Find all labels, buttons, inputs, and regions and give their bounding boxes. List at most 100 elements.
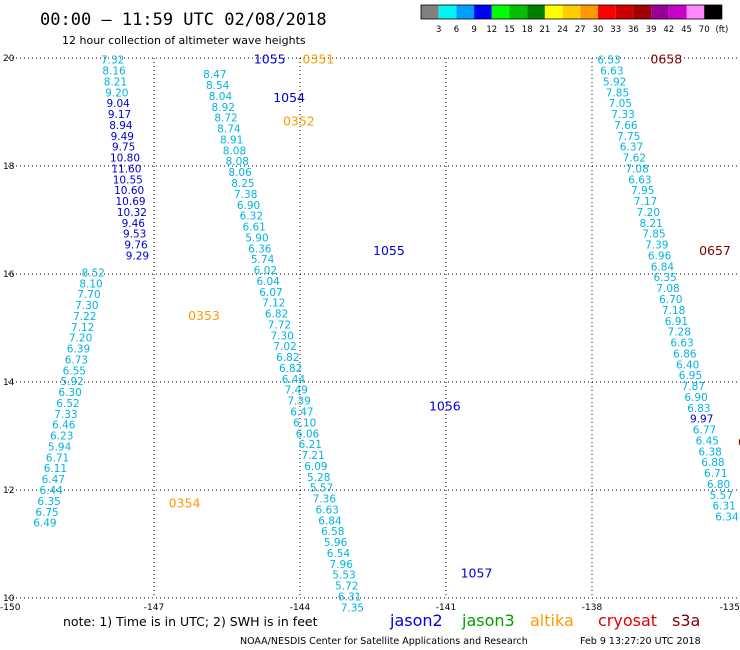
pass-time-label: 1055	[373, 243, 405, 258]
colorbar-label: 9	[471, 25, 476, 35]
wave-height-value: 7.21	[301, 450, 324, 462]
pass-time-label: 0658	[650, 52, 682, 67]
wave-height-value: 7.39	[645, 240, 668, 252]
pass-time-label: 1054	[273, 90, 305, 105]
lon-tick-label: -138	[582, 603, 603, 613]
wave-height-value: 7.20	[69, 333, 92, 345]
wave-height-value: 9.75	[112, 142, 135, 154]
legend-jason3: jason3	[461, 611, 515, 630]
wave-height-value: 7.08	[656, 283, 679, 295]
legend-altika: altika	[530, 611, 574, 630]
wave-height-value: 6.82	[265, 309, 288, 321]
track-a-lower: 8.528.107.707.307.227.127.206.396.736.55…	[33, 267, 105, 529]
wave-height-value: 7.70	[77, 289, 100, 301]
wave-height-value: 6.55	[63, 365, 86, 377]
wave-height-value: 6.11	[44, 463, 67, 475]
lon-tick-label: -147	[144, 603, 164, 613]
wave-height-value: 8.92	[212, 102, 235, 114]
wave-height-value: 7.30	[271, 330, 294, 342]
wave-height-value: 6.36	[248, 243, 272, 255]
wave-height-value: 9.97	[690, 414, 713, 426]
colorbar-swatch	[598, 5, 616, 19]
colorbar-label: 15	[504, 25, 515, 35]
pass-time-label: 1056	[429, 398, 461, 413]
wave-height-value: 8.54	[206, 80, 230, 92]
wave-height-value: 7.33	[611, 109, 634, 121]
wave-height-value: 6.47	[42, 474, 65, 486]
wave-height-value: 6.47	[290, 407, 313, 419]
wave-height-value: 6.21	[299, 439, 322, 451]
wave-height-value: 9.04	[106, 98, 130, 110]
wave-height-value: 8.10	[79, 278, 102, 290]
wave-height-value: 7.66	[614, 120, 638, 132]
satellite-legend: jason2 jason3 altika cryosat s3a	[389, 611, 700, 630]
wave-height-value: 9.53	[123, 229, 146, 241]
wave-height-value: 5.96	[324, 537, 348, 549]
wave-height-value: 6.02	[254, 265, 277, 277]
wave-height-value: 6.63	[670, 338, 693, 350]
wave-height-value: 6.63	[315, 504, 338, 516]
colorbar-swatch	[474, 5, 492, 19]
wave-height-value: 9.76	[124, 240, 148, 252]
wave-height-value: 8.06	[228, 167, 252, 179]
wave-height-value: 7.17	[634, 196, 657, 208]
wave-height-value: 6.45	[696, 435, 719, 447]
wave-height-value: 5.90	[245, 232, 268, 244]
wave-height-value: 11.60	[111, 163, 141, 175]
wave-height-value: 6.39	[67, 344, 90, 356]
wave-height-value: 7.95	[631, 185, 654, 197]
pass-time-label: 1055	[254, 52, 286, 67]
colorbar-frame	[420, 4, 723, 20]
pass-time-label: 06	[738, 434, 740, 449]
wave-height-value: 6.96	[648, 250, 672, 262]
wave-height-value: 7.05	[609, 98, 632, 110]
wave-height-value: 6.80	[707, 479, 730, 491]
wave-height-value: 7.38	[234, 189, 257, 201]
colorbar-label: 33	[610, 25, 621, 35]
wave-height-value: 5.28	[307, 472, 330, 484]
wave-height-value: 6.40	[676, 359, 699, 371]
pass-time-label: 1057	[461, 566, 493, 581]
lat-tick-label: 12	[3, 486, 14, 496]
lat-tick-label: 18	[3, 162, 15, 172]
colorbar-label: (ft)	[715, 25, 728, 35]
colorbar: 3 6 9 12 15 18 21 24 27 30 33 36 39 42 45 70 (ft)	[420, 4, 728, 35]
colorbar-swatch	[438, 5, 457, 19]
colorbar-label: 42	[663, 25, 674, 35]
wave-height-value: 6.58	[321, 526, 344, 538]
wave-height-value: 5.72	[335, 581, 358, 593]
wave-height-value: 6.82	[276, 352, 299, 364]
wave-height-value: 8.08	[223, 145, 246, 157]
lat-tick-label: 20	[3, 54, 15, 64]
colorbar-swatch	[580, 5, 598, 19]
wave-height-value: 5.57	[310, 483, 333, 495]
pass-time-labels: 1055 0351 1054 0352 1055 0353 1056 0354 1057 0658…	[169, 52, 740, 581]
track-a-upper: 7.328.168.219.209.049.178.949.499.7510.8…	[101, 55, 149, 263]
wave-height-value: 5.92	[60, 376, 83, 388]
wave-height-value: 7.30	[75, 300, 98, 312]
wave-height-value: 6.70	[659, 294, 682, 306]
legend-jason2: jason2	[389, 611, 443, 630]
lat-lon-grid: -150 -147 -144 -141 -138 -135 10 12 14 16 18 20	[0, 54, 740, 613]
wave-height-value: 6.53	[597, 55, 620, 67]
colorbar-swatch	[509, 5, 528, 19]
wave-height-value: 6.88	[701, 457, 724, 469]
wave-height-value: 9.17	[108, 109, 131, 121]
wave-height-value: 8.21	[104, 76, 127, 88]
wave-height-value: 6.75	[35, 507, 58, 519]
legend-cryosat: cryosat	[598, 611, 657, 630]
wave-height-value: 6.84	[651, 261, 675, 273]
wave-height-value: 7.32	[101, 55, 124, 67]
wave-height-value: 6.71	[46, 452, 69, 464]
wave-height-value: 8.08	[226, 156, 249, 168]
lat-tick-label: 10	[3, 594, 15, 604]
wave-height-value: 7.22	[73, 311, 96, 323]
wave-height-value: 9.46	[122, 218, 146, 230]
colorbar-swatch	[633, 5, 652, 19]
wave-height-value: 6.04	[256, 276, 280, 288]
wave-height-value: 10.60	[114, 185, 144, 197]
track-c: 6.536.635.927.857.057.337.667.756.377.62…	[597, 55, 739, 524]
wave-height-value: 6.06	[296, 428, 320, 440]
